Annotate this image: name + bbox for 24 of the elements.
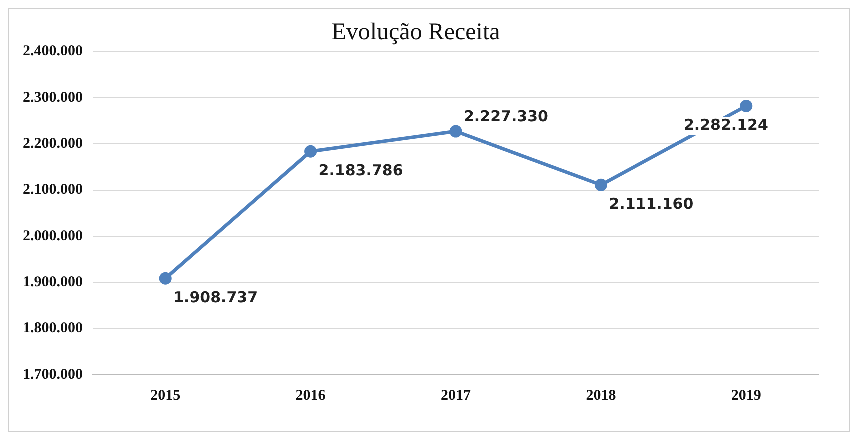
point — [594, 178, 608, 192]
chart-title: Evolução Receita — [332, 20, 501, 46]
data-label: 2.111.160 — [609, 195, 694, 214]
y-tick-label: 2.100.000 — [23, 182, 83, 198]
y-tick-label: 2.300.000 — [23, 90, 83, 106]
point — [740, 100, 753, 112]
y-tick-label: 2.400.000 — [23, 44, 83, 60]
x-tick-label: 2019 — [731, 388, 762, 404]
data-label: 2.183.786 — [318, 162, 404, 180]
point — [450, 125, 462, 138]
point — [304, 145, 318, 158]
y-tick-label: 1.900.000 — [23, 274, 83, 291]
y-tick-label: 1.800.000 — [23, 320, 83, 337]
data-label: 2.282.124 — [684, 116, 768, 134]
data-label: 2.227.330 — [464, 107, 548, 126]
x-tick-label: 2017 — [441, 388, 472, 404]
x-tick-label: 2018 — [586, 388, 616, 404]
y-tick-label: 1.700.000 — [23, 366, 83, 383]
data-label: 1.908.737 — [174, 288, 258, 307]
x-tick-label: 2016 — [296, 388, 326, 404]
y-tick-label: 2.000.000 — [23, 228, 83, 244]
x-tick-label: 2015 — [150, 388, 181, 404]
point — [159, 272, 172, 285]
y-tick-label: 2.200.000 — [23, 136, 83, 152]
